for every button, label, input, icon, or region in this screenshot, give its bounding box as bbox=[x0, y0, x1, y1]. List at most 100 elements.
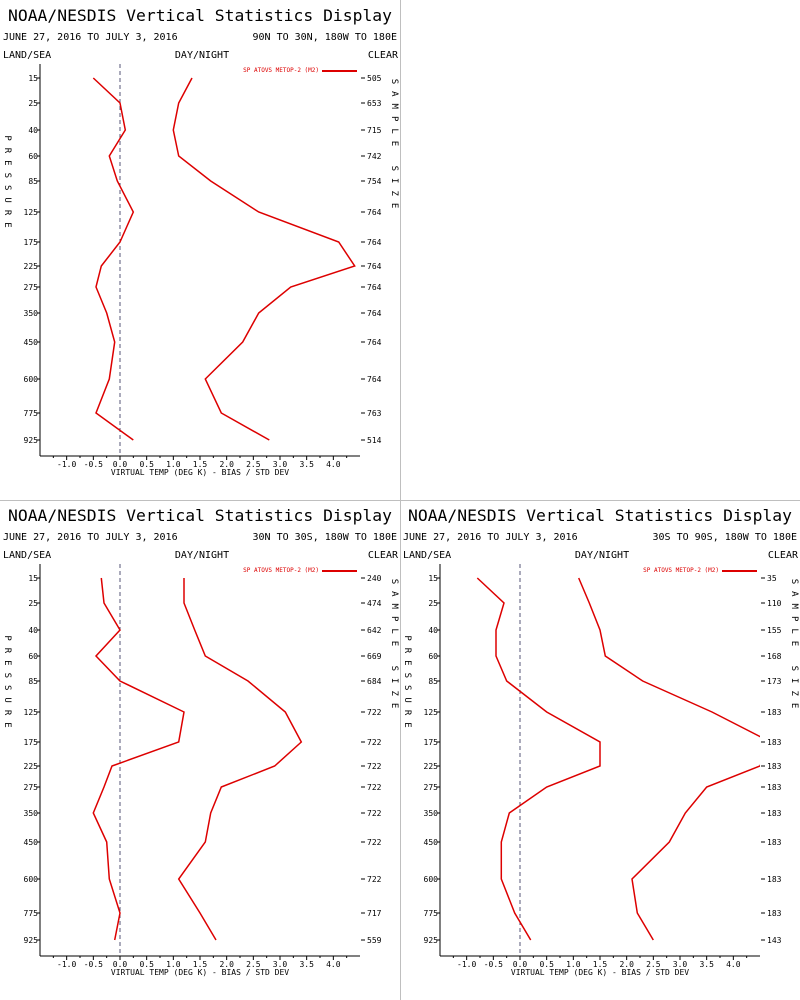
land-sea-label: LAND/SEA bbox=[3, 550, 51, 561]
day-night-label: DAY/NIGHT bbox=[175, 50, 229, 61]
x-axis-title: VIRTUAL TEMP (DEG K) - BIAS / STD DEV bbox=[111, 968, 289, 977]
x-tick-label: 1.5 bbox=[193, 960, 208, 969]
clear-label: CLEAR bbox=[368, 50, 399, 61]
chart-title: NOAA/NESDIS Vertical Statistics Display bbox=[8, 506, 392, 525]
x-tick-label: 2.0 bbox=[219, 960, 234, 969]
sample-size-label: 653 bbox=[367, 99, 382, 108]
sample-size-label: 183 bbox=[767, 738, 782, 747]
sample-size-label: 764 bbox=[367, 375, 382, 384]
x-axis-title: VIRTUAL TEMP (DEG K) - BIAS / STD DEV bbox=[111, 468, 289, 477]
pressure-level-label: 275 bbox=[424, 783, 439, 792]
x-tick-label: 2.5 bbox=[246, 460, 261, 469]
pressure-level-label: 225 bbox=[424, 762, 439, 771]
sample-size-label: 183 bbox=[767, 809, 782, 818]
sample-size-label: 559 bbox=[367, 936, 382, 945]
sample-size-label: 722 bbox=[367, 738, 382, 747]
pressure-level-label: 275 bbox=[24, 783, 39, 792]
pressure-level-label: 600 bbox=[424, 875, 439, 884]
x-tick-label: 4.0 bbox=[726, 960, 741, 969]
x-tick-label: 3.5 bbox=[299, 460, 314, 469]
sample-size-label: 173 bbox=[767, 677, 782, 686]
date-range: JUNE 27, 2016 TO JULY 3, 2016 bbox=[403, 532, 578, 543]
pressure-level-label: 125 bbox=[424, 708, 439, 717]
land-sea-label: LAND/SEA bbox=[3, 50, 51, 61]
sample-size-label: 183 bbox=[767, 909, 782, 918]
x-tick-label: 1.0 bbox=[166, 460, 181, 469]
chart-title: NOAA/NESDIS Vertical Statistics Display bbox=[8, 6, 392, 25]
sample-size-label: 722 bbox=[367, 838, 382, 847]
pressure-level-label: 25 bbox=[28, 599, 38, 608]
sample-size-label: 764 bbox=[367, 238, 382, 247]
pressure-level-label: 775 bbox=[24, 909, 39, 918]
day-night-label: DAY/NIGHT bbox=[175, 550, 229, 561]
sample-size-label: 35 bbox=[767, 574, 777, 583]
pressure-level-label: 175 bbox=[24, 738, 39, 747]
bias-series-line bbox=[476, 577, 601, 941]
sample-size-label: 474 bbox=[367, 599, 382, 608]
x-tick-label: 1.0 bbox=[566, 960, 581, 969]
pressure-level-label: 175 bbox=[424, 738, 439, 747]
x-tick-label: 4.0 bbox=[326, 960, 341, 969]
clear-label: CLEAR bbox=[768, 550, 799, 561]
sample-size-label: 505 bbox=[367, 74, 382, 83]
pressure-level-label: 775 bbox=[24, 409, 39, 418]
sample-size-label: 722 bbox=[367, 783, 382, 792]
sample-size-label: 155 bbox=[767, 626, 782, 635]
pressure-level-label: 925 bbox=[24, 936, 39, 945]
sample-size-label: 764 bbox=[367, 338, 382, 347]
x-tick-label: 3.0 bbox=[273, 460, 288, 469]
sample-size-label: 183 bbox=[767, 762, 782, 771]
x-tick-label: 0.5 bbox=[139, 960, 154, 969]
x-tick-label: 0.0 bbox=[513, 960, 528, 969]
pressure-level-label: 450 bbox=[424, 838, 439, 847]
pressure-level-label: 40 bbox=[28, 126, 38, 135]
pressure-axis-title: PRESSURE bbox=[2, 635, 12, 734]
pressure-level-label: 25 bbox=[28, 99, 38, 108]
day-night-label: DAY/NIGHT bbox=[575, 550, 629, 561]
pressure-level-label: 125 bbox=[24, 708, 39, 717]
pressure-level-label: 15 bbox=[428, 574, 438, 583]
sample-size-label: 183 bbox=[767, 838, 782, 847]
x-tick-label: -0.5 bbox=[84, 960, 103, 969]
x-tick-label: 2.5 bbox=[646, 960, 661, 969]
pressure-level-label: 450 bbox=[24, 338, 39, 347]
bias-series-line bbox=[92, 577, 185, 941]
x-axis-title: VIRTUAL TEMP (DEG K) - BIAS / STD DEV bbox=[511, 968, 689, 977]
std-dev-series-line bbox=[578, 577, 760, 941]
pressure-level-label: 775 bbox=[424, 909, 439, 918]
pressure-level-label: 60 bbox=[428, 652, 438, 661]
legend-label: SP ATOVS METOP-2 (M2) bbox=[243, 67, 319, 74]
chart-panel-2: NOAA/NESDIS Vertical Statistics Display J… bbox=[2, 506, 399, 977]
sample-size-label: 742 bbox=[367, 152, 382, 161]
sample-size-label: 168 bbox=[767, 652, 782, 661]
sample-size-label: 143 bbox=[767, 936, 782, 945]
x-tick-label: 0.0 bbox=[113, 960, 128, 969]
x-tick-label: 3.0 bbox=[273, 960, 288, 969]
pressure-axis-title: PRESSURE bbox=[402, 635, 412, 734]
sample-size-label: 754 bbox=[367, 177, 382, 186]
sample-size-axis-title: SAMPLE SIZE bbox=[389, 579, 399, 716]
sample-size-label: 722 bbox=[367, 809, 382, 818]
sample-size-label: 764 bbox=[367, 283, 382, 292]
pressure-level-label: 40 bbox=[28, 626, 38, 635]
x-tick-label: 2.5 bbox=[246, 960, 261, 969]
pressure-level-label: 85 bbox=[28, 177, 38, 186]
chart-panel-3: NOAA/NESDIS Vertical Statistics Display J… bbox=[402, 506, 799, 977]
x-tick-label: 2.0 bbox=[219, 460, 234, 469]
sample-size-label: 514 bbox=[367, 436, 382, 445]
pressure-level-label: 15 bbox=[28, 74, 38, 83]
sample-size-label: 183 bbox=[767, 783, 782, 792]
pressure-level-label: 225 bbox=[24, 262, 39, 271]
sample-size-label: 764 bbox=[367, 208, 382, 217]
date-range: JUNE 27, 2016 TO JULY 3, 2016 bbox=[3, 32, 178, 43]
x-tick-label: -0.5 bbox=[84, 460, 103, 469]
sample-size-label: 722 bbox=[367, 762, 382, 771]
pressure-level-label: 275 bbox=[24, 283, 39, 292]
sample-size-label: 240 bbox=[367, 574, 382, 583]
x-tick-label: -1.0 bbox=[57, 460, 76, 469]
x-tick-label: 1.5 bbox=[593, 960, 608, 969]
std-dev-series-line bbox=[172, 77, 356, 441]
pressure-level-label: 25 bbox=[428, 599, 438, 608]
sample-size-label: 183 bbox=[767, 708, 782, 717]
pressure-level-label: 925 bbox=[424, 936, 439, 945]
